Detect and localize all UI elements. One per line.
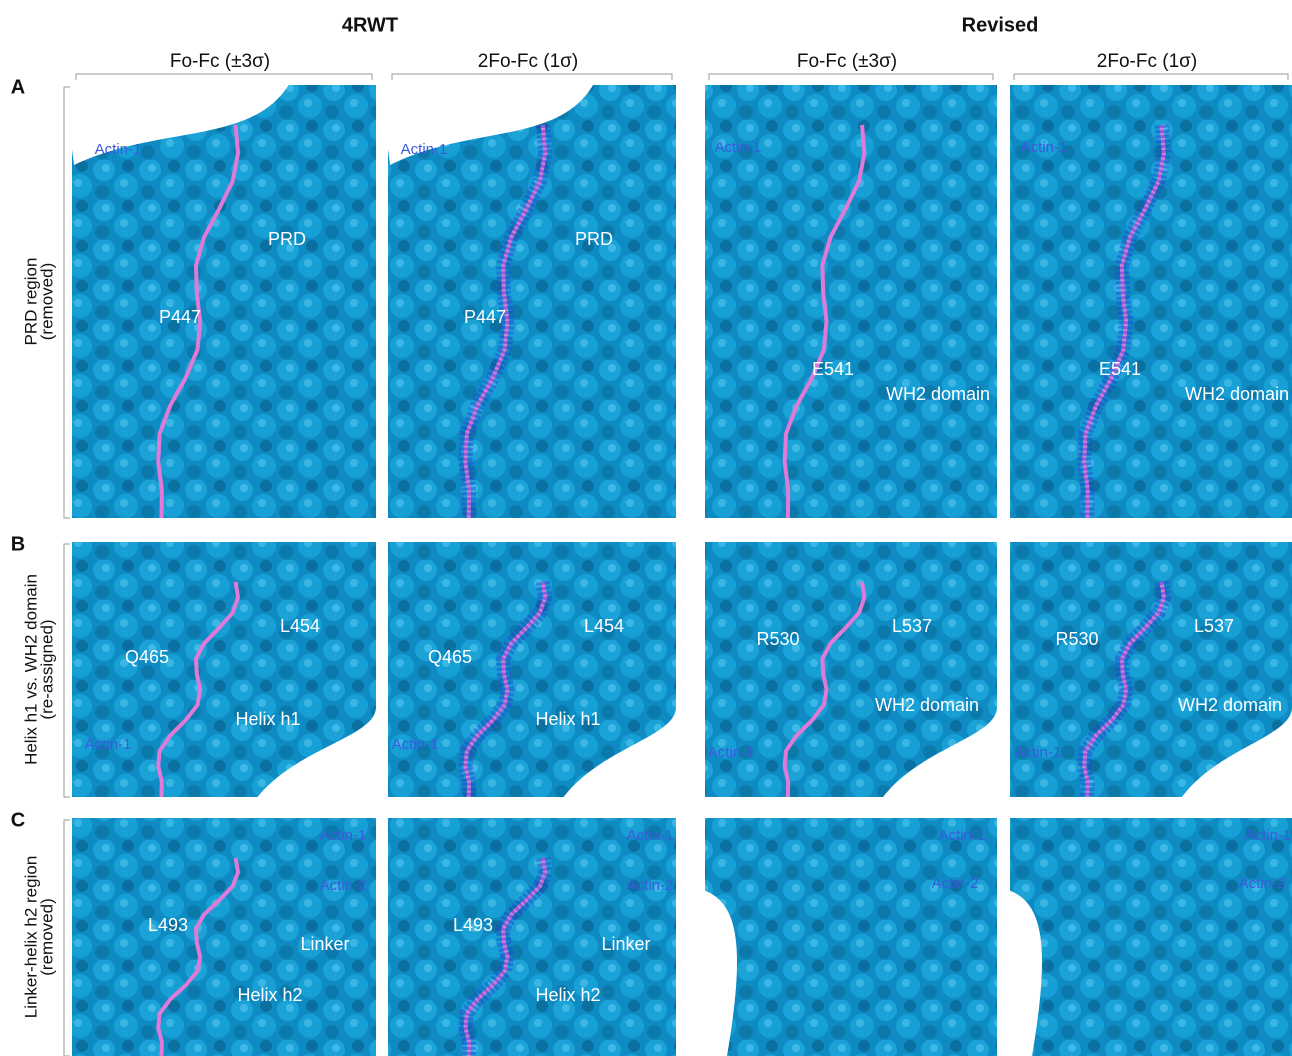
bracket [76,74,372,80]
residue-label: PRD [268,229,306,249]
panel: R530 L537 WH2 domain Actin-1 [705,542,997,797]
residue-label: Helix h1 [235,709,300,729]
bracket [64,820,70,1056]
bracket [64,87,70,518]
residue-label: L454 [584,616,624,636]
panel: L454 Q465 Helix h1 Actin-1 [388,542,676,797]
residue-label: E541 [1099,359,1141,379]
residue-label: WH2 domain [1185,384,1289,404]
actin-label: Actin-2 [320,877,367,894]
column-header: Fo-Fc (±3σ) [797,51,897,72]
residue-label: P447 [159,307,201,327]
protein-surface [1010,818,1292,1056]
residue-label: Helix h1 [535,709,600,729]
residue-label: WH2 domain [886,384,990,404]
panel-image [388,542,676,797]
row-letter: A [11,76,25,98]
bracket [392,74,672,80]
residue-label: L537 [892,616,932,636]
residue-label: L493 [148,915,188,935]
panel-image [72,542,376,797]
bracket [709,74,993,80]
row-label: (removed) [37,263,56,340]
row-label: (re-assigned) [37,619,56,719]
column-header: Fo-Fc (±3σ) [170,51,270,72]
actin-label: Actin-2 [932,875,979,892]
actin-label: Actin-2 [627,877,674,894]
column-header: 2Fo-Fc (1σ) [478,51,578,72]
figure: 4RWT Fo-Fc (±3σ) 2Fo-Fc (1σ) Revised Fo-Fc (… [0,0,1292,1056]
actin-label: Actin-1 [85,736,132,753]
actin-label: Actin-1 [401,141,448,158]
residue-label: Helix h2 [237,985,302,1005]
panel: Actin-1 PRD P447 [380,85,676,518]
bracket [64,544,70,797]
panel: Actin-1 E541 WH2 domain [705,85,997,518]
actin-label: Actin-1 [708,744,755,761]
residue-label: Q465 [428,647,472,667]
panel: Actin-1 Actin-2 [1002,818,1292,1056]
actin-label: Actin-1 [1015,744,1062,761]
residue-label: Linker [601,934,650,954]
residue-label: E541 [812,359,854,379]
panel: Actin-1 Actin-2 L493 Linker Helix h2 [72,818,376,1056]
actin-label: Actin-1 [939,827,986,844]
residue-label: L537 [1194,616,1234,636]
residue-label: Helix h2 [535,985,600,1005]
protein-surface [705,818,997,1056]
group-title: Revised [962,14,1039,36]
row-letter: C [11,809,25,831]
bracket [1014,74,1288,80]
actin-label: Actin-1 [392,736,439,753]
panel: Actin-1 Actin-2 L493 Linker Helix h2 [388,818,676,1056]
residue-label: WH2 domain [875,695,979,715]
row-letter: B [11,533,25,555]
actin-label: Actin-1 [320,827,367,844]
panel-image [697,818,997,1056]
panel: Actin-1 PRD P447 [64,85,376,518]
actin-label: Actin-1 [1021,139,1068,156]
panel: Actin-1 E541 WH2 domain [1010,85,1292,518]
panel: Actin-1 Actin-2 [697,818,997,1056]
residue-label: P447 [464,307,506,327]
actin-label: Actin-1 [715,139,762,156]
panel: L454 Q465 Helix h1 Actin-1 [72,542,376,797]
column-header: 2Fo-Fc (1σ) [1097,51,1197,72]
residue-label: PRD [575,229,613,249]
residue-label: L454 [280,616,320,636]
panel: R530 L537 WH2 domain Actin-1 [1010,542,1292,797]
residue-label: WH2 domain [1178,695,1282,715]
residue-label: R530 [1055,629,1098,649]
group-title: 4RWT [342,14,398,36]
residue-label: R530 [756,629,799,649]
residue-label: L493 [453,915,493,935]
actin-label: Actin-2 [1239,875,1286,892]
panel-image [1002,818,1292,1056]
actin-label: Actin-1 [1245,827,1292,844]
row-label: (removed) [37,898,56,975]
actin-label: Actin-1 [95,141,142,158]
residue-label: Q465 [125,647,169,667]
actin-label: Actin-1 [627,827,674,844]
residue-label: Linker [300,934,349,954]
